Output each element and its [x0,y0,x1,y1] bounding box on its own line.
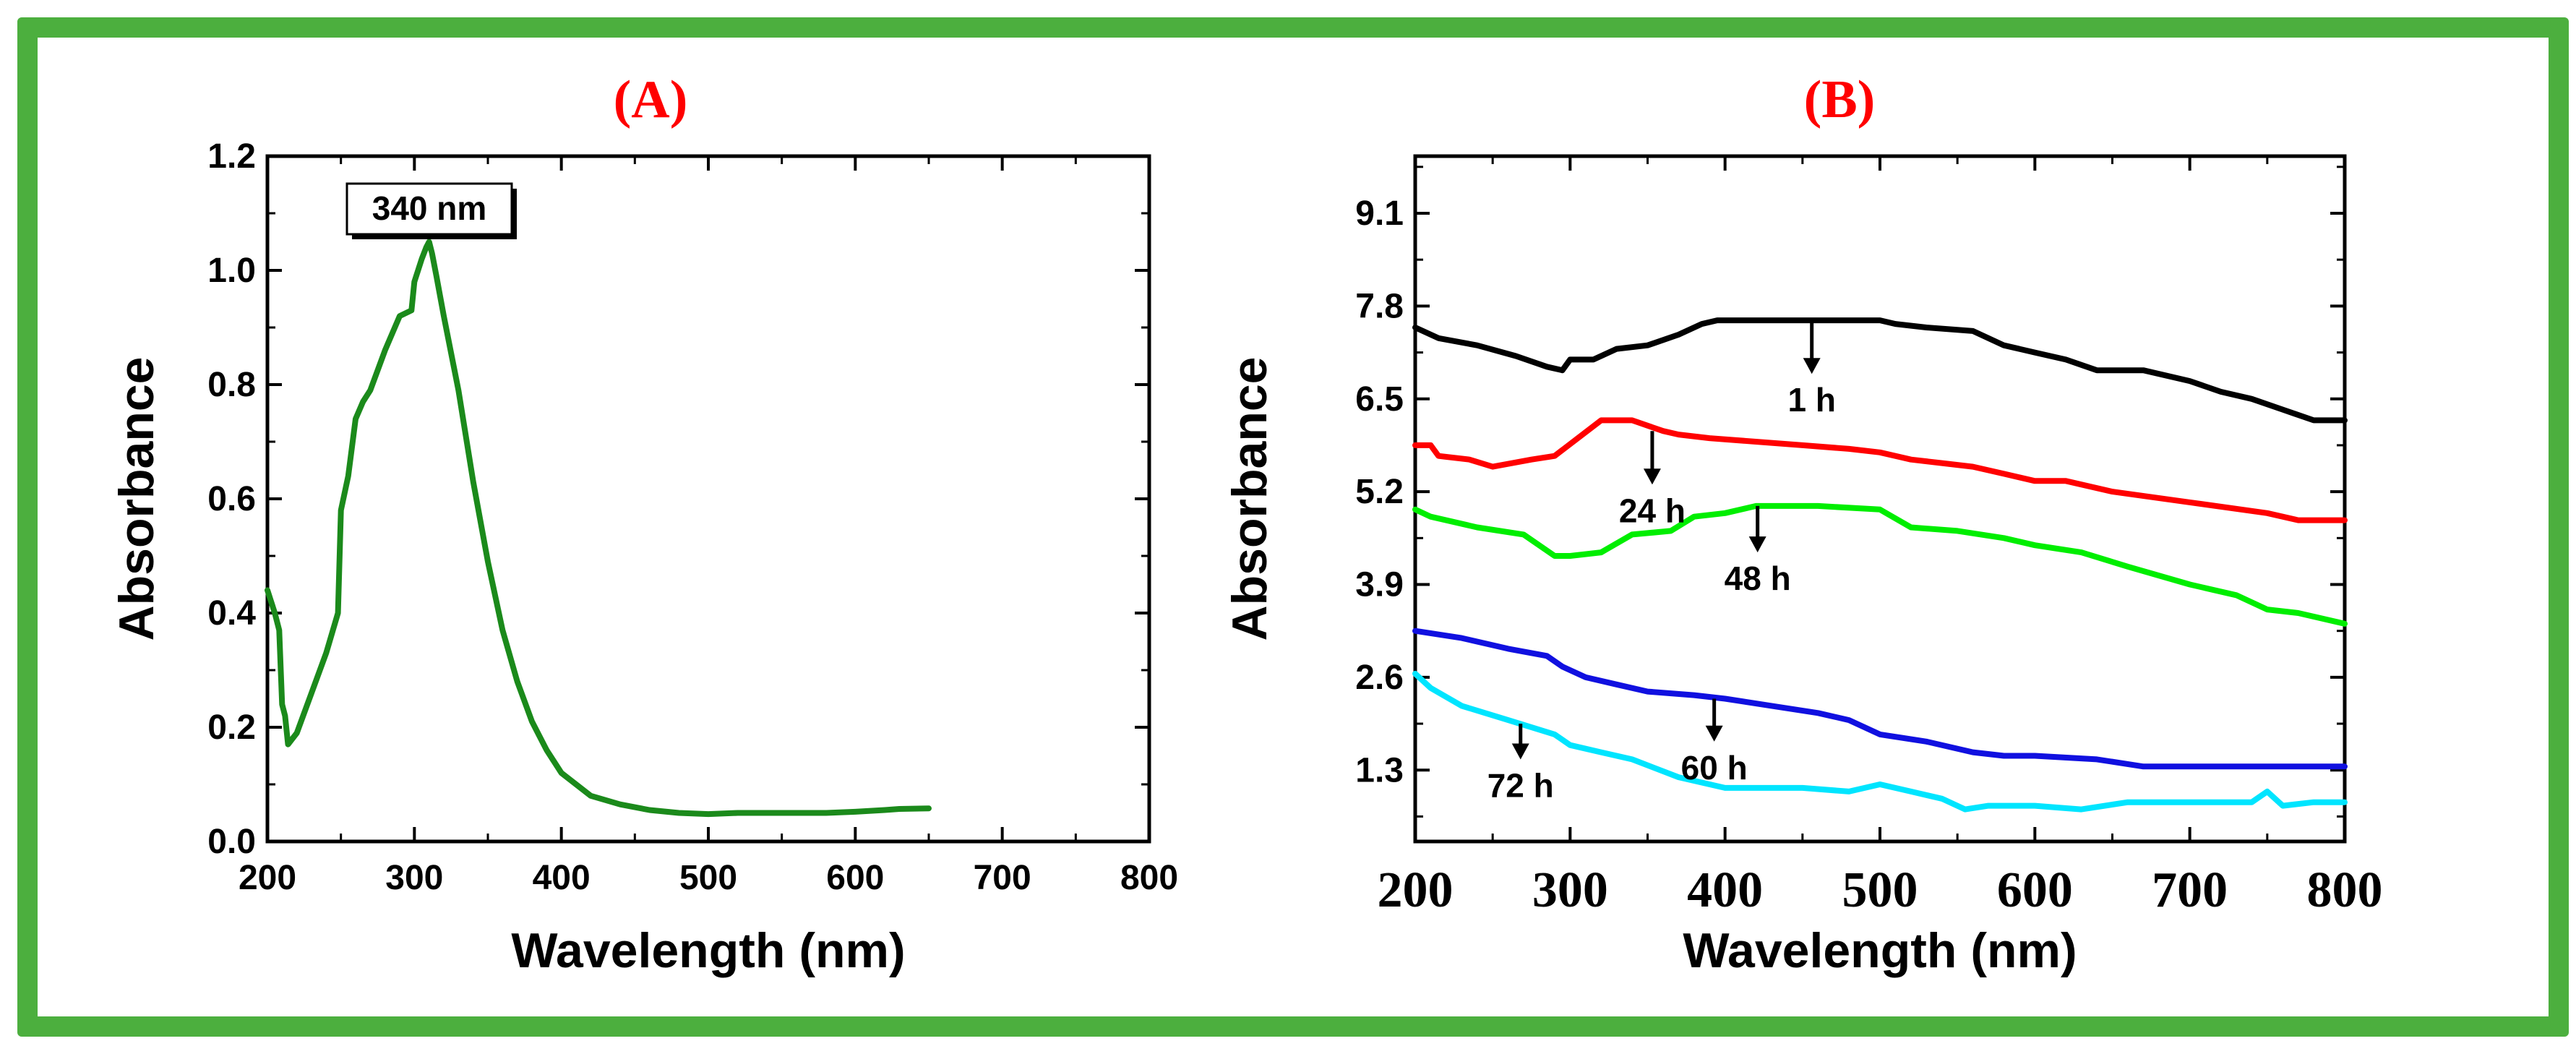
x-tick-label: 800 [1120,859,1178,897]
x-tick-label: 700 [974,859,1031,897]
x-tick-label: 600 [826,859,884,897]
y-tick-label: 0.2 [207,708,256,747]
chart-panel-a: 200 300 400 500 600 700 800 0.0 0.2 0.4 0.6 0.8 1.0 1… [109,137,1178,978]
y-tick-label: 0.0 [207,823,256,861]
x-axis-title: Wavelength (nm) [1683,923,2077,978]
arrow-1h-head [1803,358,1821,374]
x-tick-label: 800 [2307,862,2383,918]
y-tick-label: 1.3 [1355,751,1404,789]
series-line-72h [1412,670,2348,813]
plot-frame [1413,154,2347,844]
series-line-1h [1412,317,2348,424]
figure-frame [17,17,2569,1037]
series-line-60h [1412,627,2348,770]
arrow-24h-head [1643,468,1661,485]
series-label-60h: 60 h [1681,749,1748,787]
x-tick-label: 300 [1532,862,1608,918]
series-label-48h: 48 h [1725,560,1791,597]
arrow-60h-head [1705,725,1723,742]
x-tick-label: 200 [239,859,296,897]
arrow-72h-head [1511,743,1529,760]
y-axis-title: Absorbance [109,357,164,641]
panel-label-b: (B) [1804,70,1876,129]
plot-frame [265,154,1151,844]
peak-annotation-label: 340 nm [372,189,487,227]
y-tick-label: 1.2 [207,137,256,176]
series-line-48h [1412,502,2348,627]
arrow-48h-head [1748,536,1766,553]
x-tick-label: 700 [2152,862,2228,918]
x-axis-title: Wavelength (nm) [511,923,905,978]
y-tick-label: 3.9 [1355,566,1404,604]
series-line-24h [1412,417,2348,523]
y-tick-label: 0.6 [207,480,256,518]
y-tick-label: 9.1 [1355,194,1404,233]
x-tick-label: 400 [533,859,591,897]
chart-panel-b: 200 300 400 500 600 700 800 1.3 2.6 3.9 5.2 6.5 7.8 9… [1222,154,2383,978]
y-tick-label: 0.8 [207,366,256,404]
y-tick-label: 5.2 [1355,473,1404,511]
series-line-absorbance [265,239,932,818]
series-label-24h: 24 h [1619,492,1686,529]
panel-label-a: (A) [614,70,688,129]
x-tick-label: 400 [1687,862,1763,918]
series-label-1h: 1 h [1787,381,1835,419]
y-axis-title: Absorbance [1222,357,1277,641]
y-tick-label: 7.8 [1355,287,1404,325]
annotation-box [345,182,513,236]
x-tick-label: 500 [679,859,737,897]
x-tick-label: 500 [1842,862,1918,918]
y-tick-label: 1.0 [207,252,256,290]
x-tick-label: 300 [385,859,443,897]
y-tick-label: 0.4 [207,594,256,633]
x-tick-label: 600 [1997,862,2073,918]
y-tick-label: 2.6 [1355,659,1404,697]
x-tick-label: 200 [1378,862,1454,918]
y-tick-label: 6.5 [1355,380,1404,419]
series-label-72h: 72 h [1487,766,1554,804]
